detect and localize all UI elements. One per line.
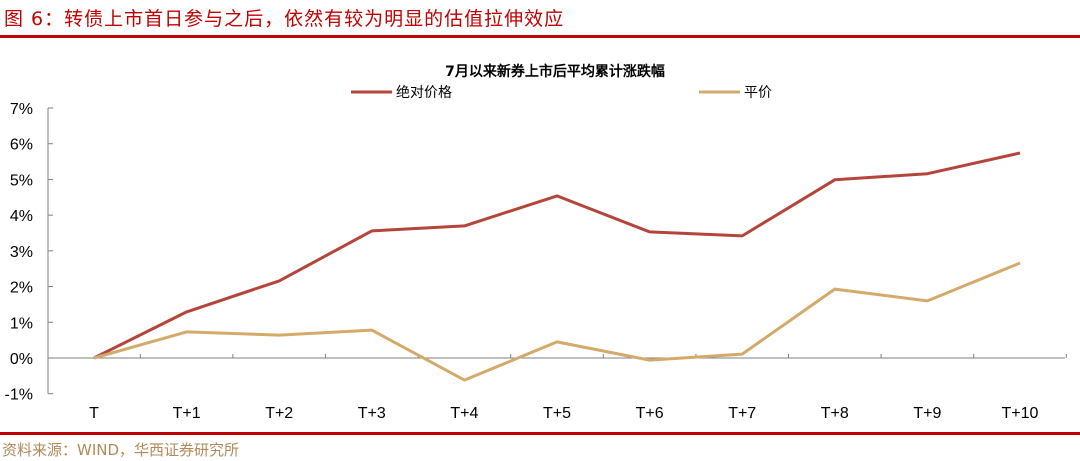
x-tick-label: T+9 — [913, 405, 941, 422]
y-tick-label: 6% — [10, 137, 33, 154]
header-rule — [0, 35, 1080, 38]
footer-rule — [0, 432, 1080, 435]
y-axis: 7% 6% 5% 4% 3% 2% 1% 0% -1% — [5, 101, 53, 404]
x-tick-label: T+10 — [1002, 405, 1039, 422]
series-line-parity — [93, 261, 1021, 382]
series-line-absolute-price — [93, 151, 1021, 360]
y-tick-label: 7% — [10, 101, 33, 118]
x-tick-label: T+5 — [543, 405, 571, 422]
source-note: 资料来源：WIND，华西证券研究所 — [2, 441, 240, 459]
y-tick-label: 0% — [10, 351, 33, 368]
x-tick-label: T+8 — [821, 405, 849, 422]
x-tick-label: T+4 — [450, 405, 478, 422]
y-tick-label: 1% — [10, 315, 33, 332]
legend-label-absolute-price: 绝对价格 — [396, 85, 452, 101]
y-tick-label: 3% — [10, 244, 33, 261]
legend: 绝对价格 平价 — [351, 85, 772, 101]
x-tick-label: T+2 — [265, 405, 293, 422]
x-tick-label: T+6 — [636, 405, 664, 422]
y-tick-label: 2% — [10, 280, 33, 297]
x-axis: T T+1 T+2 T+3 T+4 T+5 T+6 T+7 T+8 T+9 T+10 — [48, 354, 1067, 422]
x-tick-label: T+3 — [358, 405, 386, 422]
y-tick-label: 5% — [10, 172, 33, 189]
x-tick-label: T — [89, 405, 99, 422]
figure-title: 图 6：转债上市首日参与之后，依然有较为明显的估值拉伸效应 — [4, 8, 565, 30]
chart-title: 7月以来新券上市后平均累计涨跌幅 — [445, 63, 665, 80]
x-tick-label: T+1 — [173, 405, 201, 422]
series-lines — [93, 151, 1021, 382]
x-tick-label: T+7 — [728, 405, 756, 422]
y-tick-label: 4% — [10, 208, 33, 225]
legend-label-parity: 平价 — [744, 85, 772, 101]
y-tick-label: -1% — [5, 387, 33, 404]
